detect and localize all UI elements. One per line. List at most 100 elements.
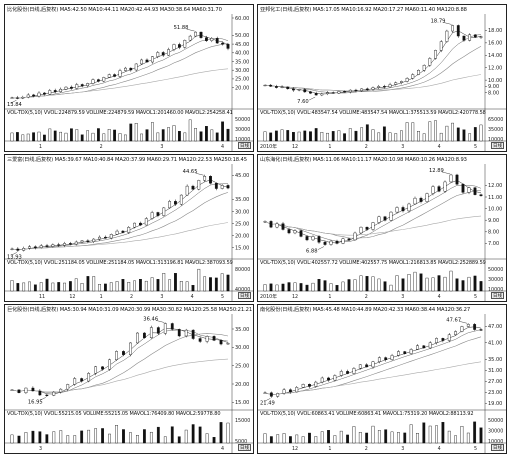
candle-body [468, 34, 472, 41]
volume-bar [323, 280, 327, 292]
low-pointer [264, 398, 271, 402]
price-tick-label: 30.00 [235, 209, 249, 215]
candle-body [377, 357, 381, 362]
volume-bar [127, 282, 131, 292]
volume-bar [431, 277, 435, 292]
candle-body [437, 186, 441, 192]
volume-bar [371, 129, 375, 142]
candle-body [303, 89, 307, 93]
volume-bar [287, 282, 291, 292]
volume-tick-label: 30000 [235, 127, 250, 133]
candle-body [299, 230, 303, 237]
candle-body [460, 326, 464, 332]
volume-bar [139, 279, 142, 292]
candle-body [467, 187, 471, 193]
candle-body [53, 90, 57, 92]
candle-body [129, 342, 132, 355]
volume-bar [435, 425, 438, 444]
ma-line-5 [11, 327, 229, 395]
stock-chart-panel-2: 18.00 16.00 14.00 12.00 10.00 9.00 8.00 18.79 7.… [257, 4, 507, 152]
month-label: 5 [474, 446, 477, 452]
candle-body [108, 359, 111, 370]
period-button[interactable]: 日线 [491, 142, 504, 149]
period-button[interactable]: 日线 [238, 142, 251, 149]
candle-body [365, 226, 369, 230]
candle-body [346, 371, 349, 374]
volume-bar [156, 132, 160, 142]
period-button[interactable]: 日线 [238, 444, 251, 451]
volume-bar [434, 120, 437, 142]
candle-body [63, 243, 66, 246]
period-button[interactable]: 日线 [491, 292, 504, 299]
volume-bar [17, 435, 21, 444]
candle-body [309, 91, 312, 94]
period-button[interactable]: 日线 [238, 292, 251, 299]
candle-body [177, 329, 181, 337]
volume-bar [39, 282, 43, 292]
candle-body [395, 207, 399, 213]
volume-tick-label: 10000 [488, 439, 503, 445]
candle-body [150, 56, 154, 63]
candle-body [417, 69, 420, 75]
candle-body [377, 86, 381, 88]
candle-body [26, 94, 30, 98]
volume-bar [445, 125, 449, 142]
candle-body [172, 44, 176, 50]
candle-body [269, 392, 273, 397]
candle-body [145, 59, 149, 63]
candle-body [479, 329, 483, 331]
volume-bar [172, 125, 176, 142]
volume-bar [75, 129, 79, 142]
stock-chart-panel-5: 35.00 30.00 25.00 20.00 15.00 36.46 16.95 15000… [4, 304, 254, 454]
candle-body [69, 86, 73, 89]
volume-bar [443, 276, 447, 292]
volume-tick-label: 5000 [235, 439, 247, 445]
price-tick-label: 9.00 [488, 218, 499, 224]
candle-body [443, 181, 447, 192]
candle-body [275, 223, 279, 228]
volume-bar [417, 131, 420, 142]
ma-line-60 [11, 222, 229, 251]
volume-tick-label: 80000 [235, 267, 250, 273]
price-tick-label: 35.00 [235, 197, 249, 203]
volume-bar [473, 421, 477, 444]
candle-body [209, 176, 212, 184]
volume-bar [74, 278, 78, 292]
candle-body [107, 74, 111, 78]
volume-bar [422, 133, 426, 142]
price-tick-label: 47.00 [488, 324, 502, 330]
candle-body [113, 74, 117, 77]
volume-bar [407, 274, 411, 292]
month-label: 4 [191, 294, 194, 300]
volume-bar [33, 284, 37, 292]
candle-body [10, 248, 14, 250]
ma-header: 比化股份(日线,后复权) MA5:42.50 MA10:44.11 MA20:4… [7, 7, 222, 13]
candle-body [43, 92, 46, 95]
volume-bar [269, 283, 273, 292]
volume-bar [311, 282, 315, 292]
volume-bar [390, 431, 394, 444]
month-label: 3 [160, 294, 163, 300]
ma-line-10 [264, 34, 482, 94]
volume-bar [460, 425, 464, 444]
candle-body [447, 334, 451, 341]
volume-bar [87, 429, 91, 444]
volume-header: VOL-TDX(5,10) VVOL:483547.54 VOLUME:4835… [260, 110, 486, 116]
candle-body [289, 389, 292, 393]
candle-body [359, 226, 363, 234]
candle-body [400, 81, 403, 83]
candle-body [149, 327, 153, 338]
volume-bar [308, 432, 311, 444]
period-button[interactable]: 日线 [491, 444, 504, 451]
price-tick-label: 35.00 [235, 327, 249, 333]
volume-bar [314, 436, 318, 444]
high-price-label: 44.65 [183, 169, 198, 175]
high-price-label: 51.88 [174, 25, 189, 31]
volume-bar [59, 430, 63, 444]
candle-body [479, 36, 483, 38]
high-pointer [441, 171, 451, 175]
ma-line-10 [11, 329, 229, 393]
candle-body [80, 84, 84, 87]
candle-body [405, 78, 409, 82]
candle-body [473, 187, 477, 195]
